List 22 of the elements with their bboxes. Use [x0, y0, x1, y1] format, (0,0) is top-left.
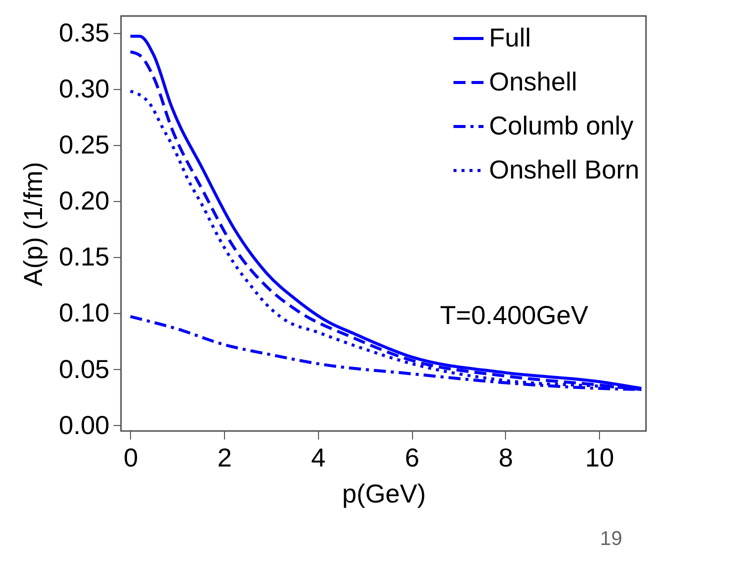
- y-tick-label: 0.15: [58, 242, 110, 272]
- x-tick-label: 10: [585, 442, 614, 472]
- legend-label: Columb only: [489, 110, 634, 140]
- x-tick-label: 6: [404, 442, 420, 472]
- text: 19: [600, 528, 622, 551]
- y-tick-label: 0.10: [58, 298, 110, 328]
- y-tick-label: 0.00: [58, 410, 110, 440]
- x-tick-label: 0: [124, 442, 138, 472]
- y-tick-label: 0.25: [58, 129, 110, 160]
- y-tick-label: 0.05: [58, 354, 110, 384]
- y-tick-label: 0.20: [58, 186, 110, 216]
- y-tick-label: 0.35: [58, 17, 110, 48]
- x-axis-title: p(GeV): [342, 478, 426, 508]
- y-axis-title: A(p) (1/fm): [18, 162, 48, 286]
- y-tick-label: 0.30: [58, 73, 110, 104]
- legend-label: Onshell: [489, 66, 578, 96]
- legend-label: Onshell Born: [489, 154, 640, 184]
- annotation: T=0.400GeV: [440, 300, 588, 331]
- x-tick-label: 4: [311, 442, 326, 472]
- legend-label: Full: [489, 22, 531, 52]
- x-tick-label: 8: [498, 442, 514, 472]
- x-tick-label: 2: [217, 442, 232, 472]
